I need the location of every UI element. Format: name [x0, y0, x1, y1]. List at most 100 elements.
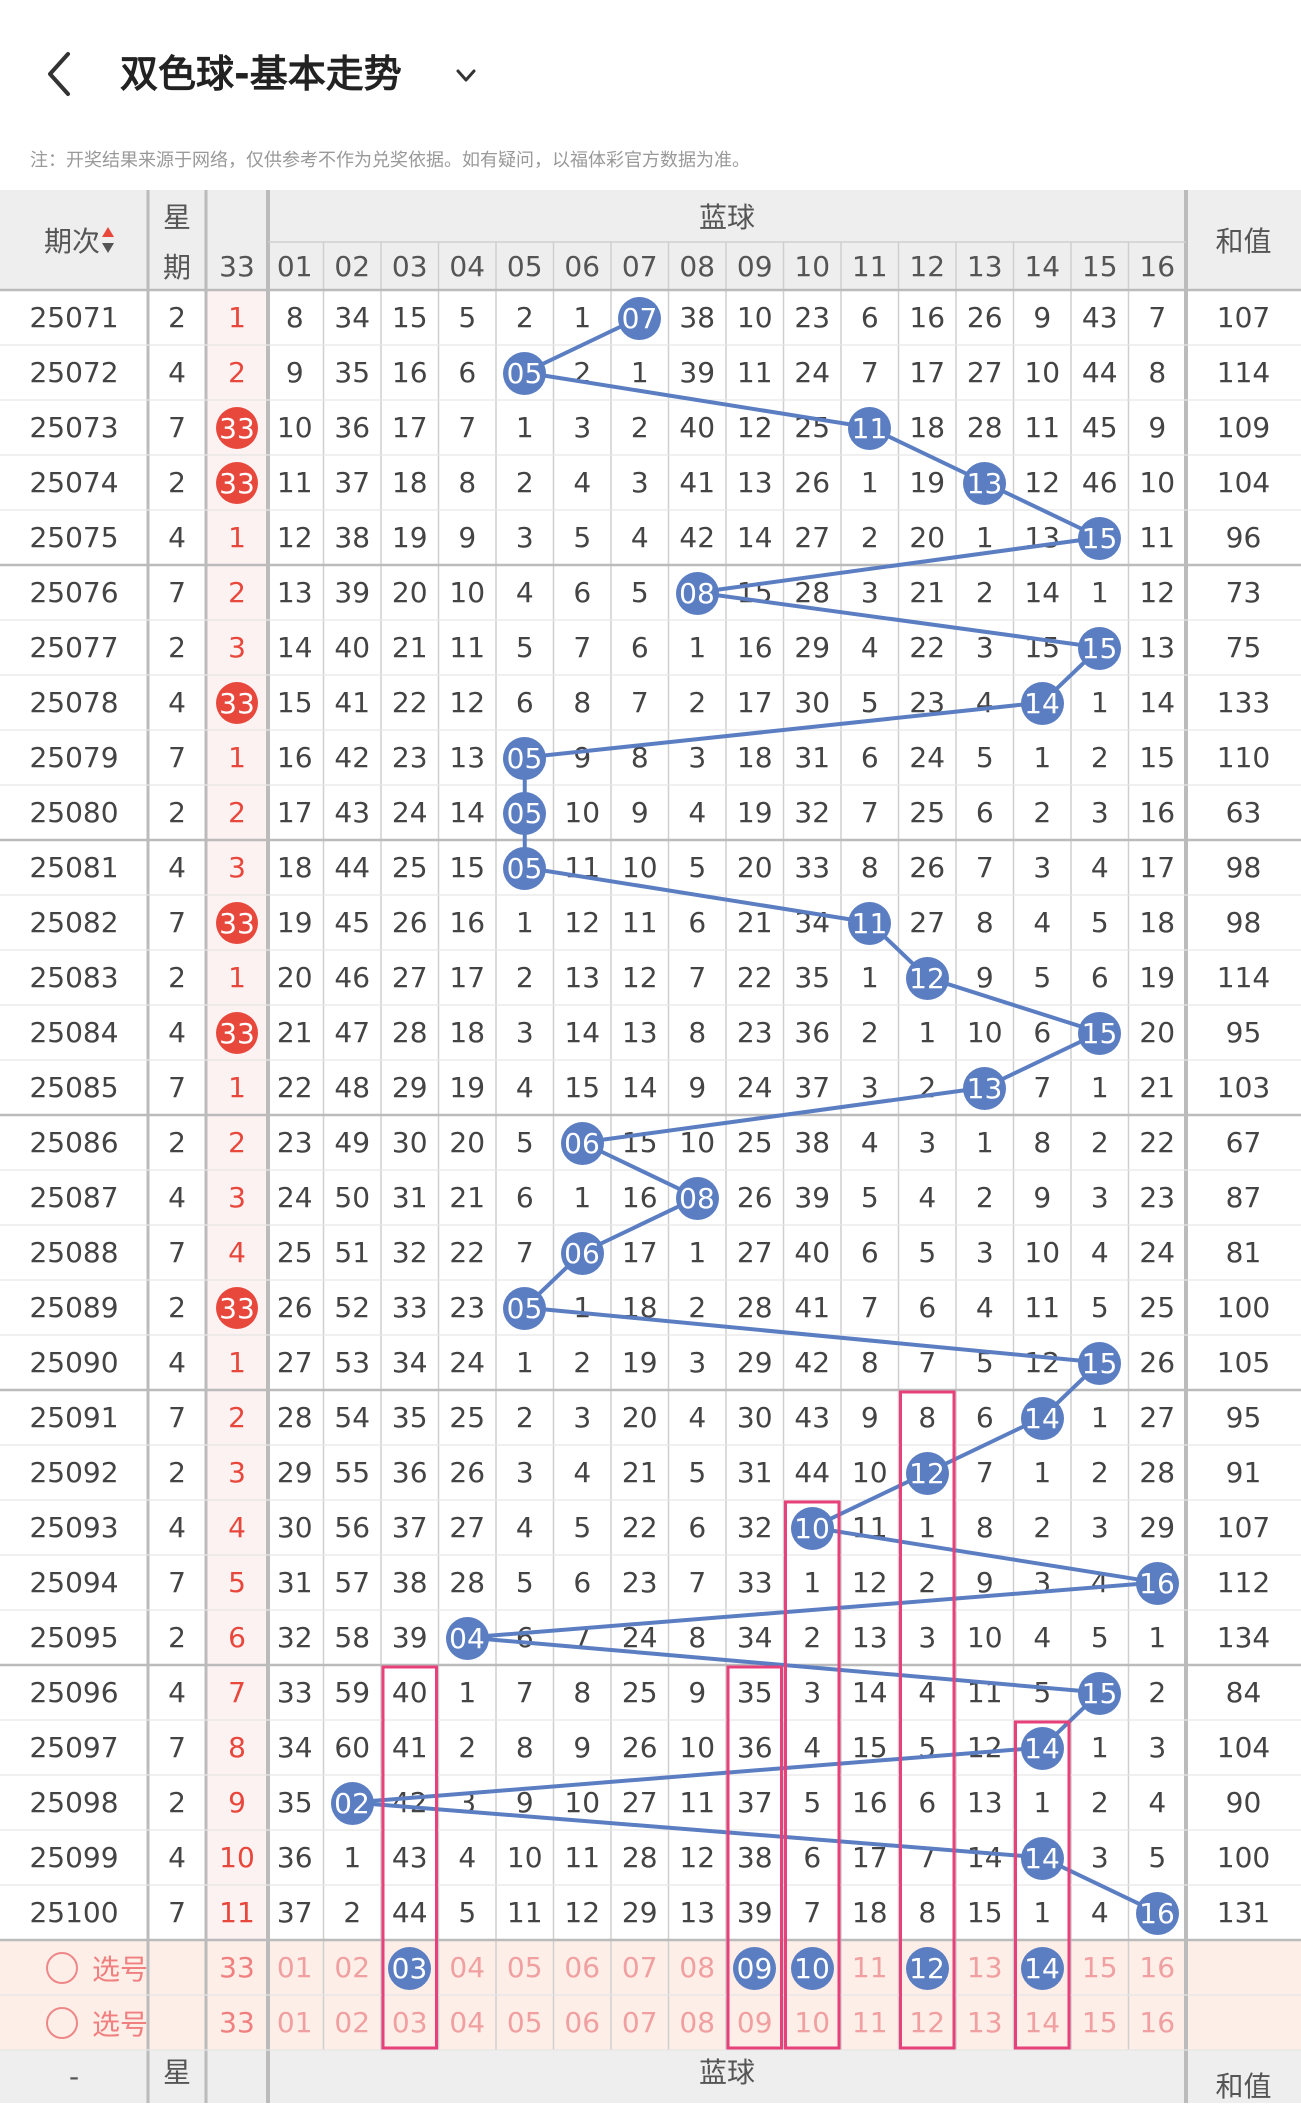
miss-count: 3 [860, 1071, 879, 1104]
miss-count: 5 [1033, 1676, 1052, 1709]
header-blue-14: 14 [1024, 249, 1061, 283]
pick-number[interactable]: 15 [1081, 1951, 1118, 1984]
pick-number[interactable]: 14 [1024, 2006, 1061, 2039]
red-33-miss: 8 [228, 1731, 246, 1764]
miss-count: 11 [564, 851, 601, 884]
miss-count: 26 [449, 1456, 486, 1489]
sum-cell: 131 [1216, 1896, 1271, 1929]
sort-issue-button[interactable]: 期次 [44, 220, 116, 260]
miss-count: 12 [966, 1731, 1003, 1764]
pick-number[interactable]: 01 [276, 1951, 313, 1984]
miss-count: 18 [851, 1896, 888, 1929]
miss-count: 10 [1024, 356, 1061, 389]
pick-number[interactable]: 04 [449, 2006, 486, 2039]
pick-number[interactable]: 11 [851, 2006, 888, 2039]
pick-row-toggle[interactable]: 选号 [46, 2005, 148, 2041]
miss-count: 11 [276, 466, 313, 499]
pick-number[interactable]: 09 [736, 2006, 773, 2039]
pick-number[interactable]: 16 [1139, 1951, 1176, 1984]
pick-number[interactable]: 15 [1081, 2006, 1118, 2039]
miss-count: 27 [794, 521, 831, 554]
miss-count: 38 [334, 521, 371, 554]
miss-count: 2 [458, 1731, 477, 1764]
miss-count: 6 [573, 1566, 592, 1599]
pick-number[interactable]: 07 [621, 2006, 658, 2039]
pick-number[interactable]: 05 [506, 2006, 543, 2039]
red-33-miss: 3 [228, 1181, 246, 1214]
pick-number[interactable]: 05 [506, 1951, 543, 1984]
miss-count: 2 [515, 1401, 534, 1434]
header-blue-11: 11 [851, 249, 888, 283]
miss-count: 1 [688, 631, 707, 664]
miss-count: 10 [736, 301, 773, 334]
miss-count: 15 [276, 686, 313, 719]
miss-count: 27 [621, 1786, 658, 1819]
pick-number[interactable]: 08 [679, 1951, 716, 1984]
pick-number[interactable]: 13 [966, 1951, 1003, 1984]
miss-count: 10 [679, 1731, 716, 1764]
miss-count: 42 [334, 741, 371, 774]
week-cell: 4 [168, 1511, 186, 1544]
header-blue-01: 01 [276, 249, 313, 283]
miss-count: 28 [1139, 1456, 1176, 1489]
pick-number[interactable]: 08 [679, 2006, 716, 2039]
miss-count: 16 [736, 631, 773, 664]
week-cell: 2 [168, 1786, 186, 1819]
miss-count: 15 [1139, 741, 1176, 774]
pick-number[interactable]: 02 [334, 1951, 371, 1984]
miss-count: 4 [1090, 851, 1109, 884]
blue-ball-hit: 15 [1078, 627, 1121, 670]
pick-number[interactable]: 16 [1139, 2006, 1176, 2039]
week-cell: 4 [168, 356, 186, 389]
miss-count: 5 [688, 851, 707, 884]
miss-count: 7 [515, 1676, 534, 1709]
pick-label: 选号 [92, 1953, 149, 1986]
pick-number-selected[interactable]: 14 [1020, 1947, 1064, 1990]
miss-count: 25 [736, 1126, 773, 1159]
miss-count: 22 [1139, 1126, 1176, 1159]
miss-count: 52 [334, 1291, 371, 1324]
pick-number[interactable]: 07 [621, 1951, 658, 1984]
pick-number-selected[interactable]: 10 [790, 1947, 834, 1990]
pick-number[interactable]: 06 [564, 2006, 601, 2039]
miss-count: 9 [1148, 411, 1167, 444]
pick-number-selected[interactable]: 03 [388, 1947, 431, 1990]
sum-cell: 84 [1225, 1676, 1262, 1709]
miss-count: 24 [1139, 1236, 1176, 1269]
miss-count: 18 [449, 1016, 486, 1049]
issue-cell: 25081 [29, 851, 119, 884]
miss-count: 2 [573, 1346, 592, 1379]
pick-number[interactable]: 10 [794, 2006, 831, 2039]
pick-number[interactable]: 13 [966, 2006, 1003, 2039]
title-dropdown[interactable] [448, 58, 484, 94]
issue-cell: 25092 [29, 1456, 119, 1489]
pick-number[interactable]: 11 [851, 1951, 888, 1984]
header-blue-16: 16 [1139, 249, 1176, 283]
pick-number[interactable]: 12 [909, 2006, 946, 2039]
issue-cell: 25080 [29, 796, 119, 829]
red-ball-hit: 33 [216, 902, 258, 944]
miss-count: 2 [1090, 1456, 1109, 1489]
miss-count: 16 [276, 741, 313, 774]
miss-count: 7 [860, 356, 879, 389]
pick-number-selected[interactable]: 09 [733, 1947, 776, 1990]
miss-count: 5 [918, 1236, 937, 1269]
pick-number[interactable]: 04 [449, 1951, 486, 1984]
blue-ball-hit: 06 [560, 1232, 604, 1275]
miss-count: 11 [449, 631, 486, 664]
miss-count: 23 [794, 301, 831, 334]
miss-count: 16 [449, 906, 486, 939]
pick-number[interactable]: 06 [564, 1951, 601, 1984]
pick-number[interactable]: 01 [276, 2006, 313, 2039]
red-33-miss: 11 [219, 1896, 255, 1929]
pick-number[interactable]: 02 [334, 2006, 371, 2039]
miss-count: 12 [1139, 576, 1176, 609]
sum-cell: 112 [1216, 1566, 1271, 1599]
pick-row-toggle[interactable]: 选号 [46, 1950, 148, 1986]
miss-count: 14 [966, 1841, 1003, 1874]
pick-number-selected[interactable]: 12 [905, 1947, 949, 1990]
back-button[interactable] [40, 48, 80, 100]
pick-number[interactable]: 03 [391, 2006, 428, 2039]
blue-ball-hit: 16 [1135, 1562, 1179, 1605]
miss-count: 4 [515, 1511, 534, 1544]
